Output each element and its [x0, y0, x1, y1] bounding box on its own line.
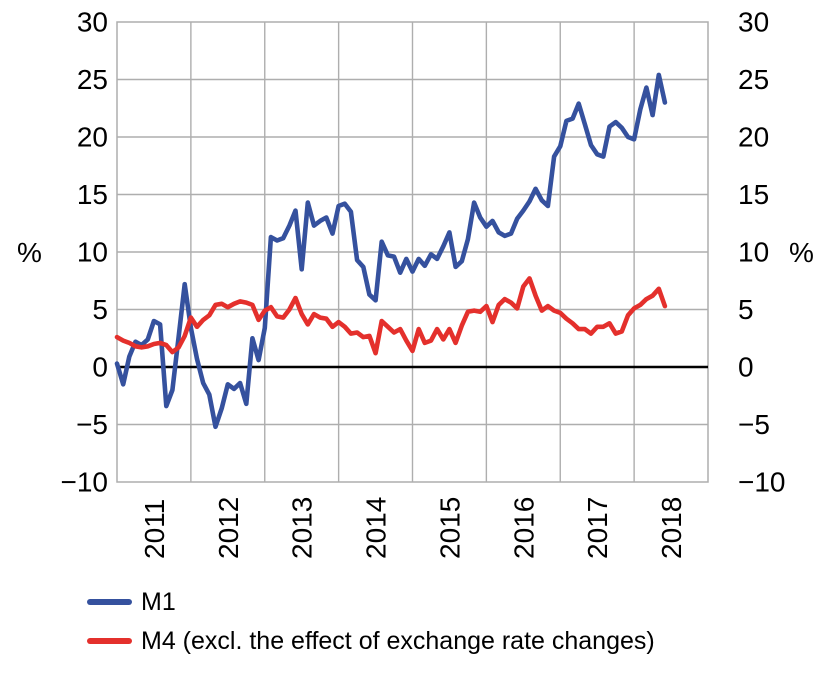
y-tick-label-right: −10: [738, 467, 786, 498]
y-tick-label-left: −10: [61, 467, 109, 498]
legend-label-m1: M1: [141, 587, 176, 616]
y-tick-label-right: 15: [738, 179, 769, 210]
legend: M1 M4 (excl. the effect of exchange rate…: [87, 585, 655, 658]
y-tick-label-left: −5: [76, 409, 108, 440]
y-tick-label-left: 30: [77, 7, 108, 38]
y-tick-label-right: −5: [738, 409, 770, 440]
y-tick-label-left: 0: [92, 352, 108, 383]
left-axis-unit-label: %: [17, 237, 42, 268]
x-year-label: 2015: [434, 497, 465, 559]
x-year-label: 2016: [508, 497, 539, 559]
legend-label-m4: M4 (excl. the effect of exchange rate ch…: [141, 626, 655, 655]
y-tick-label-left: 10: [77, 237, 108, 268]
legend-item-m4: M4 (excl. the effect of exchange rate ch…: [87, 624, 655, 658]
y-tick-label-right: 30: [738, 7, 769, 38]
y-tick-label-left: 20: [77, 122, 108, 153]
x-year-label: 2011: [139, 499, 170, 559]
y-tick-label-right: 25: [738, 64, 769, 95]
legend-swatch-m4: [87, 638, 132, 644]
x-year-label: 2013: [287, 497, 318, 559]
y-tick-label-right: 5: [738, 294, 754, 325]
y-tick-label-left: 25: [77, 64, 108, 95]
x-year-label: 2018: [656, 497, 687, 559]
y-tick-label-right: 20: [738, 122, 769, 153]
series-line-m1: [114, 72, 668, 430]
right-axis-unit-label: %: [789, 237, 814, 268]
y-tick-label-left: 5: [92, 294, 108, 325]
legend-item-m1: M1: [87, 585, 655, 619]
y-tick-label-right: 10: [738, 237, 769, 268]
x-year-label: 2012: [213, 497, 244, 559]
series-line-m4: [114, 276, 668, 356]
legend-swatch-m1: [87, 599, 132, 605]
x-year-label: 2017: [582, 497, 613, 559]
y-tick-label-right: 0: [738, 352, 754, 383]
y-tick-label-left: 15: [77, 179, 108, 210]
x-year-label: 2014: [361, 497, 392, 559]
plot-border: [116, 21, 709, 483]
